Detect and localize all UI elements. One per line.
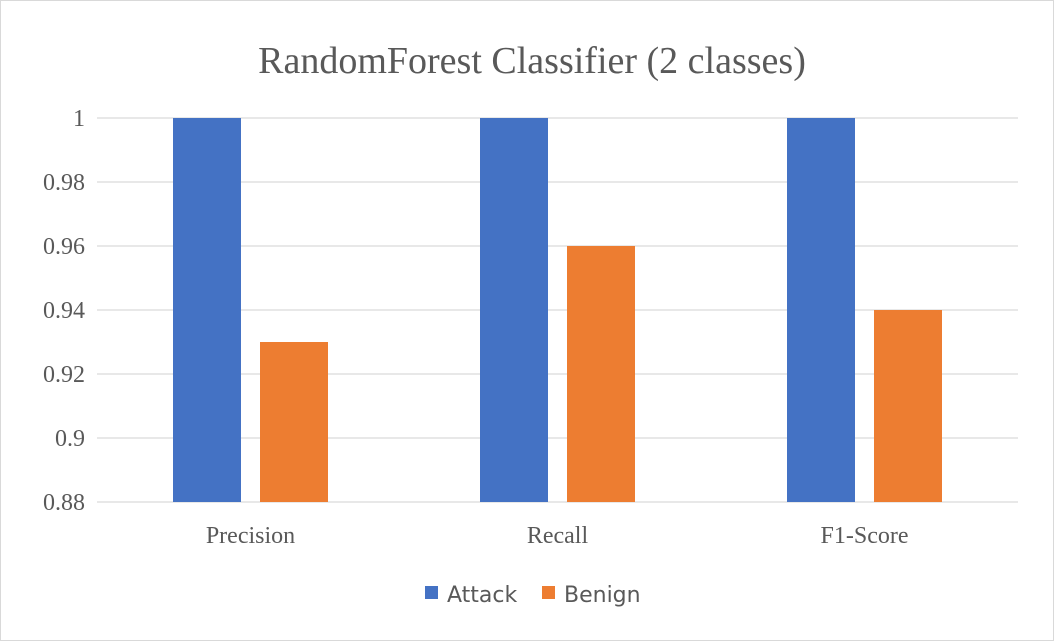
legend-swatch-benign <box>542 586 555 599</box>
x-category-label: Precision <box>206 523 295 549</box>
bar-attack-recall <box>480 118 548 502</box>
x-category-label: Recall <box>527 523 589 549</box>
y-tick-label: 0.98 <box>43 170 85 196</box>
x-axis-categories: Precision Recall F1-Score <box>206 523 909 549</box>
bar-benign-f1-score <box>874 310 942 502</box>
y-tick-label: 0.96 <box>43 234 85 260</box>
bar-benign-precision <box>260 342 328 502</box>
legend: Attack Benign <box>425 583 641 608</box>
x-category-label: F1-Score <box>821 523 909 549</box>
bars <box>173 118 942 502</box>
chart-title: RandomForest Classifier (2 classes) <box>258 40 806 82</box>
bar-attack-precision <box>173 118 241 502</box>
y-axis-ticks: 0.88 0.9 0.92 0.94 0.96 0.98 1 <box>43 106 85 516</box>
y-tick-label: 0.9 <box>55 426 85 452</box>
legend-label-benign: Benign <box>564 583 641 608</box>
gridlines <box>97 117 1018 503</box>
legend-label-attack: Attack <box>447 583 517 608</box>
y-tick-label: 0.92 <box>43 362 85 388</box>
y-tick-label: 1 <box>73 106 85 132</box>
y-tick-label: 0.94 <box>43 298 85 324</box>
y-tick-label: 0.88 <box>43 490 85 516</box>
bar-benign-recall <box>567 246 635 502</box>
bar-attack-f1-score <box>787 118 855 502</box>
legend-swatch-attack <box>425 586 438 599</box>
